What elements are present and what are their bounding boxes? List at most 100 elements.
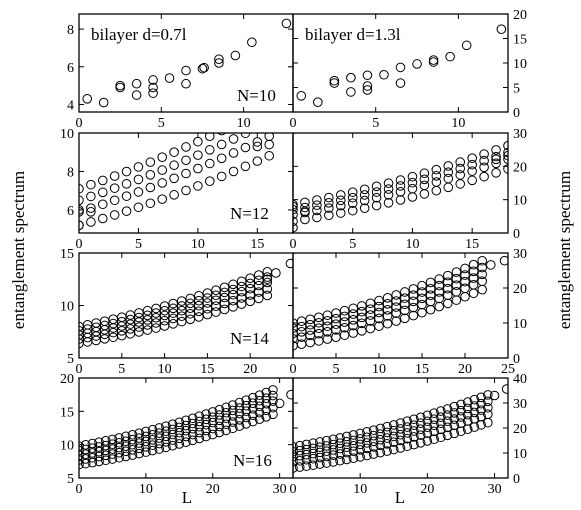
- data-points: [82, 18, 292, 108]
- data-points: [79, 258, 293, 349]
- data-point: [503, 164, 508, 174]
- data-point: [248, 416, 258, 427]
- data-point: [194, 306, 204, 317]
- data-point: [157, 194, 168, 204]
- data-point: [425, 277, 436, 288]
- data-point: [94, 456, 104, 467]
- data-point: [313, 97, 323, 107]
- x-tick-label: 20: [243, 362, 257, 377]
- data-point: [109, 195, 120, 206]
- data-point: [491, 154, 501, 165]
- data-point: [181, 415, 191, 426]
- data-point: [181, 437, 191, 447]
- data-point: [253, 270, 264, 280]
- data-point: [274, 398, 285, 409]
- data-point: [443, 298, 453, 309]
- data-point: [121, 191, 132, 201]
- data-point: [271, 268, 281, 278]
- data-point: [181, 185, 191, 196]
- data-point: [168, 303, 178, 314]
- data-point: [443, 283, 453, 294]
- data-point: [469, 413, 480, 424]
- data-point: [419, 168, 430, 179]
- data-point: [328, 450, 339, 460]
- data-point: [241, 419, 251, 429]
- data-point: [395, 78, 406, 88]
- data-point: [294, 462, 305, 472]
- data-point: [391, 296, 402, 306]
- data-point: [268, 385, 278, 395]
- data-point: [164, 73, 175, 83]
- data-point: [157, 152, 168, 163]
- x-tick-label: 10: [372, 362, 386, 377]
- data-point: [348, 328, 359, 338]
- x-tick-label: 5: [135, 237, 142, 252]
- data-point: [365, 316, 376, 326]
- data-point: [382, 438, 392, 449]
- data-point: [228, 405, 238, 416]
- data-point: [228, 423, 238, 434]
- data-point: [451, 273, 462, 284]
- data-point: [161, 442, 171, 453]
- data-point: [148, 75, 158, 85]
- data-point: [365, 323, 376, 334]
- data-point: [133, 187, 144, 197]
- data-point: [382, 311, 393, 321]
- panel-r1-c0: 0 5 10 15 6 8 10 N=12: [60, 117, 294, 252]
- data-point: [169, 173, 179, 184]
- x-tick-label: 10: [353, 482, 367, 497]
- data-point: [412, 59, 422, 69]
- data-point: [245, 296, 255, 307]
- data-point: [407, 192, 418, 202]
- y-tick-label: 10: [513, 194, 527, 209]
- data-point: [503, 154, 508, 165]
- data-point: [228, 148, 239, 158]
- data-point: [187, 435, 198, 446]
- data-point: [86, 203, 96, 213]
- data-point: [391, 308, 402, 319]
- data-point: [230, 50, 241, 61]
- data-point: [142, 310, 153, 321]
- data-point: [82, 94, 93, 104]
- data-point: [477, 262, 488, 273]
- data-point: [346, 87, 356, 97]
- data-points: [79, 385, 293, 470]
- data-point: [265, 117, 274, 126]
- data-point: [234, 403, 245, 413]
- data-point: [148, 88, 158, 98]
- data-point: [431, 164, 442, 175]
- data-point: [245, 283, 255, 294]
- data-point: [201, 431, 211, 442]
- data-point: [187, 418, 198, 429]
- data-point: [79, 459, 84, 470]
- data-point: [395, 195, 406, 205]
- data-point: [348, 309, 359, 319]
- data-point: [268, 390, 278, 401]
- data-point: [324, 192, 334, 203]
- panel-r0-c1: 0 5 10 0 5 10 15 20 bilayer d=1.3l N=10: [237, 8, 527, 131]
- data-point: [443, 277, 453, 287]
- data-point: [262, 290, 273, 301]
- data-point: [312, 212, 322, 223]
- data-point: [461, 40, 472, 51]
- data-point: [483, 396, 493, 407]
- data-point: [167, 440, 178, 451]
- data-point: [252, 156, 263, 166]
- data-point: [181, 65, 191, 76]
- data-point: [409, 439, 419, 450]
- data-point: [347, 192, 358, 203]
- data-point: [121, 206, 132, 216]
- data-point: [169, 147, 179, 157]
- data-point: [169, 190, 179, 200]
- data-point: [194, 312, 204, 322]
- x-tick-label: 10: [237, 116, 251, 131]
- data-point: [145, 198, 156, 209]
- data-point: [391, 316, 402, 326]
- data-point: [479, 171, 489, 182]
- data-point: [216, 171, 227, 182]
- data-point: [499, 255, 508, 266]
- data-point: [308, 460, 318, 470]
- data-point: [449, 420, 460, 431]
- y-tick-label: 8: [67, 23, 74, 38]
